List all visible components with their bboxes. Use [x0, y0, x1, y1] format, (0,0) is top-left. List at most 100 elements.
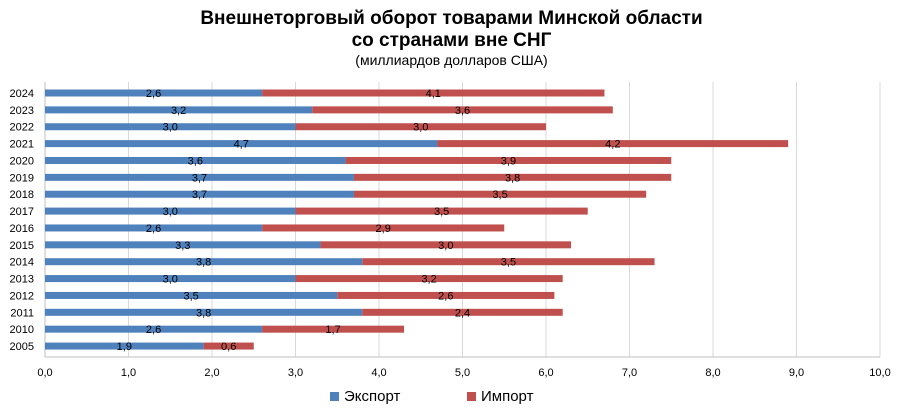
- bar-export: [45, 123, 296, 131]
- x-tick-label: 4,0: [371, 367, 386, 379]
- data-label-export: 3,7: [192, 189, 207, 201]
- bar-export: [45, 156, 346, 164]
- legend-export-label: Экспорт: [344, 388, 401, 405]
- y-category-label: 2016: [10, 223, 34, 235]
- data-label-export: 3,8: [196, 307, 211, 319]
- bar-import: [295, 207, 588, 215]
- bar-import: [295, 123, 546, 131]
- y-category-label: 2019: [10, 172, 34, 184]
- data-label-import: 3,6: [455, 105, 470, 117]
- data-label-import: 3,0: [438, 240, 453, 252]
- bar-export: [45, 241, 321, 249]
- x-tick-label: 2,0: [204, 367, 219, 379]
- chart-title-line1: Внешнеторговый оборот товарами Минской о…: [200, 8, 703, 29]
- bar-export: [45, 224, 263, 232]
- bar-import: [320, 241, 572, 249]
- y-category-label: 2011: [10, 307, 34, 319]
- data-label-import: 0,6: [221, 341, 236, 353]
- data-label-export: 3,0: [163, 206, 178, 218]
- data-label-export: 2,6: [146, 223, 161, 235]
- y-category-label: 2012: [10, 290, 34, 302]
- bar-import: [353, 190, 647, 198]
- data-label-import: 3,5: [501, 257, 516, 269]
- x-tick-label: 5,0: [455, 367, 470, 379]
- x-tick-label: 3,0: [288, 367, 303, 379]
- bar-import: [362, 308, 563, 316]
- bar-export: [45, 89, 263, 97]
- bar-import: [262, 89, 605, 97]
- y-category-label: 2022: [10, 122, 34, 134]
- data-label-import: 2,9: [376, 223, 391, 235]
- bar-import: [262, 325, 405, 333]
- bar-import: [312, 106, 613, 114]
- bar-import: [362, 258, 655, 266]
- bar-import: [295, 275, 563, 283]
- data-label-export: 3,5: [183, 290, 198, 302]
- bar-export: [45, 291, 338, 299]
- bar-export: [45, 258, 363, 266]
- bar-export: [45, 308, 363, 316]
- data-label-import: 2,4: [455, 307, 470, 319]
- bar-export: [45, 140, 438, 148]
- y-category-label: 2005: [10, 341, 34, 353]
- x-tick-label: 10,0: [869, 367, 890, 379]
- y-category-label: 2015: [10, 240, 34, 252]
- data-label-import: 3,5: [434, 206, 449, 218]
- data-label-export: 3,2: [171, 105, 186, 117]
- x-tick-label: 0,0: [37, 367, 52, 379]
- data-label-import: 3,2: [421, 274, 436, 286]
- x-tick-label: 1,0: [121, 367, 136, 379]
- chart-title: Внешнеторговый оборот товарами Минской о…: [0, 8, 903, 52]
- data-label-export: 3,8: [196, 257, 211, 269]
- x-tick-label: 8,0: [705, 367, 720, 379]
- bar-import: [203, 342, 254, 350]
- bar-export: [45, 106, 313, 114]
- legend-import-swatch: [467, 392, 476, 401]
- x-tick-label: 7,0: [622, 367, 637, 379]
- data-label-export: 3,7: [192, 172, 207, 184]
- legend-export: Экспорт: [330, 388, 400, 405]
- bar-import: [345, 156, 672, 164]
- bar-export: [45, 342, 204, 350]
- y-category-label: 2023: [10, 105, 34, 117]
- bar-export: [45, 275, 296, 283]
- y-category-label: 2014: [10, 257, 34, 269]
- legend-import: Импорт: [467, 388, 533, 405]
- data-label-import: 4,2: [605, 139, 620, 151]
- data-label-export: 1,9: [117, 341, 132, 353]
- bar-export: [45, 173, 354, 181]
- bar-export: [45, 190, 354, 198]
- data-label-export: 3,0: [163, 122, 178, 134]
- data-label-import: 1,7: [325, 324, 340, 336]
- bar-import: [337, 291, 555, 299]
- data-label-import: 3,8: [505, 172, 520, 184]
- data-label-import: 2,6: [438, 290, 453, 302]
- x-tick-label: 9,0: [789, 367, 804, 379]
- bar-import: [262, 224, 505, 232]
- data-label-import: 3,5: [492, 189, 507, 201]
- data-label-export: 2,6: [146, 88, 161, 100]
- y-category-label: 2018: [10, 189, 34, 201]
- bar-export: [45, 207, 296, 215]
- x-tick-label: 6,0: [538, 367, 553, 379]
- data-label-export: 3,6: [188, 155, 203, 167]
- data-label-export: 4,7: [234, 139, 249, 151]
- data-label-import: 3,0: [413, 122, 428, 134]
- bar-export: [45, 325, 263, 333]
- y-category-label: 2024: [10, 88, 34, 100]
- y-category-label: 2013: [10, 274, 34, 286]
- data-label-import: 3,9: [501, 155, 516, 167]
- y-category-label: 2020: [10, 155, 34, 167]
- data-label-export: 3,3: [175, 240, 190, 252]
- chart-subtitle: (миллиардов долларов США): [355, 52, 548, 68]
- data-label-export: 2,6: [146, 324, 161, 336]
- chart-title-line2: со странами вне СНГ: [351, 30, 552, 51]
- y-category-label: 2017: [10, 206, 34, 218]
- bar-import: [437, 140, 789, 148]
- legend-import-label: Импорт: [481, 388, 534, 405]
- legend-export-swatch: [330, 392, 339, 401]
- data-label-export: 3,0: [163, 274, 178, 286]
- y-category-label: 2021: [10, 139, 34, 151]
- bar-import: [353, 173, 672, 181]
